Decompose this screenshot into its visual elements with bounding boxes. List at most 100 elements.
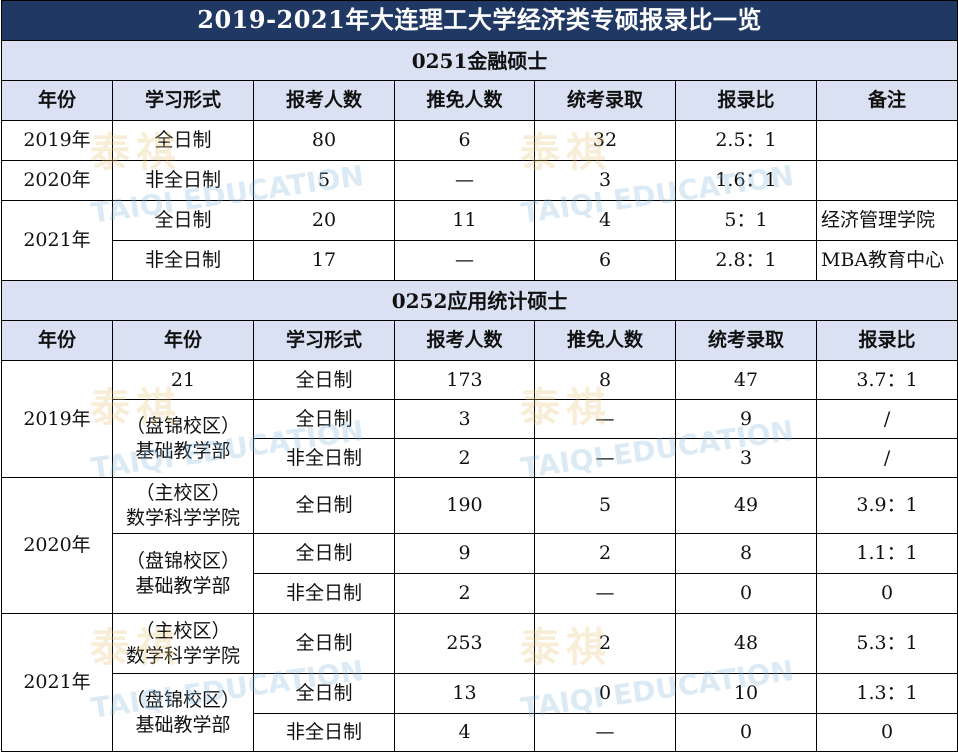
- note-cell: [815, 160, 958, 201]
- table-row: （盘锦校区） 基础教学部 全日制 13 0 10 1.3：1: [2, 673, 958, 752]
- ratio-cell: 5.3：1: [815, 613, 958, 674]
- year-cell: 2019年: [1, 360, 113, 478]
- dept-cell: 21: [112, 360, 254, 400]
- dept-cell: （主校区） 数学科学学院: [112, 477, 254, 534]
- exempt-cell: 6: [394, 120, 535, 161]
- column-header: 报考人数: [394, 320, 535, 361]
- table-row: 2021年 （主校区） 数学科学学院 全日制 253 2 48 5.3：1: [1, 613, 958, 752]
- exempt-cell: 0: [534, 673, 676, 714]
- admitted-cell: 9: [675, 399, 817, 439]
- applicants-cell: 20: [253, 200, 395, 241]
- table-row: 2020年 非全日制 5 — 3 1.6：1: [1, 160, 958, 201]
- applicants-cell: 173: [394, 360, 535, 400]
- ratio-cell: 1.6：1: [675, 160, 817, 201]
- table-row: 2019年 21 全日制 173 8 47 3.7：1: [1, 360, 958, 478]
- mode-cell: 非全日制: [112, 240, 254, 281]
- applicants-cell: 4: [394, 713, 535, 752]
- table-row: （盘锦校区） 基础教学部 全日制 3 — 9 /: [2, 399, 958, 478]
- table-row: （盘锦校区） 基础教学部 全日制 9 2 8 1.1：1: [2, 533, 958, 614]
- applicants-cell: 2: [394, 438, 535, 478]
- exempt-cell: —: [394, 240, 535, 281]
- admitted-cell: 4: [534, 200, 676, 241]
- exempt-cell: —: [534, 399, 676, 439]
- applicants-cell: 13: [394, 673, 535, 714]
- mode-cell: 非全日制: [253, 573, 395, 614]
- mode-cell: 全日制: [112, 120, 254, 161]
- table-row: 2020年 （主校区） 数学科学学院 全日制 190 5 49 3.9：1: [1, 477, 958, 614]
- table-row: 非全日制 2 — 3 /: [2, 438, 958, 478]
- ratio-cell: 1.1：1: [815, 533, 958, 574]
- column-header: 推免人数: [534, 320, 676, 361]
- dept-text: （盘锦校区） 基础教学部: [125, 414, 240, 462]
- applicants-cell: 80: [253, 120, 395, 161]
- column-header: 年份: [1, 80, 113, 121]
- note-cell: [815, 120, 958, 161]
- mode-cell: 非全日制: [253, 438, 395, 478]
- ratio-cell: 0: [815, 573, 958, 614]
- ratio-cell: 0: [815, 713, 958, 752]
- column-header: 报录比: [675, 80, 817, 121]
- admitted-cell: 0: [675, 713, 817, 752]
- ratio-cell: 5：1: [675, 200, 817, 241]
- exempt-cell: 2: [534, 533, 676, 574]
- mode-cell: 全日制: [253, 673, 395, 714]
- note-cell: 经济管理学院: [815, 200, 958, 241]
- table-row: 非全日制 2 — 0 0: [2, 573, 958, 614]
- admitted-cell: 49: [675, 477, 817, 534]
- mode-cell: 全日制: [112, 200, 254, 241]
- exempt-cell: —: [534, 438, 676, 478]
- year-cell: 2021年: [1, 613, 113, 752]
- mode-cell: 全日制: [253, 477, 395, 534]
- note-cell: MBA教育中心: [815, 240, 958, 281]
- table-row: 非全日制 17 — 6 2.8：1 MBA教育中心: [2, 240, 958, 281]
- dept-text: （主校区） 数学科学学院: [125, 619, 240, 667]
- ratio-cell: 2.8：1: [675, 240, 817, 281]
- column-header: 年份: [112, 320, 254, 361]
- applicants-cell: 253: [394, 613, 535, 674]
- ratio-cell: 3.9：1: [815, 477, 958, 534]
- page-title: 2019-2021年大连理工大学经济类专硕报录比一览: [0, 0, 958, 41]
- exempt-cell: 2: [534, 613, 676, 674]
- applicants-cell: 17: [253, 240, 395, 281]
- ratio-cell: /: [815, 399, 958, 439]
- admitted-cell: 0: [675, 573, 817, 614]
- admitted-cell: 8: [675, 533, 817, 574]
- column-header: 推免人数: [394, 80, 535, 121]
- exempt-cell: 5: [534, 477, 676, 534]
- dept-text: （盘锦校区） 基础教学部: [125, 549, 240, 597]
- dept-cell: （盘锦校区） 基础教学部: [112, 673, 254, 752]
- dept-text: （主校区） 数学科学学院: [125, 481, 240, 529]
- admitted-cell: 3: [534, 160, 676, 201]
- applicants-cell: 2: [394, 573, 535, 614]
- year-cell: 2020年: [1, 160, 113, 201]
- applicants-cell: 3: [394, 399, 535, 439]
- applicants-cell: 5: [253, 160, 395, 201]
- ratio-cell: /: [815, 438, 958, 478]
- column-header: 年份: [1, 320, 113, 361]
- ratio-cell: 1.3：1: [815, 673, 958, 714]
- stats-header-row: 年份 年份 学习形式 报考人数 推免人数 统考录取 报录比: [1, 320, 958, 361]
- column-header: 报录比: [815, 320, 958, 361]
- admitted-cell: 10: [675, 673, 817, 714]
- column-header: 统考录取: [675, 320, 817, 361]
- admitted-cell: 32: [534, 120, 676, 161]
- column-header: 报考人数: [253, 80, 395, 121]
- ratio-cell: 3.7：1: [815, 360, 958, 400]
- year-cell: 2021年: [1, 200, 113, 281]
- dept-text: （盘锦校区） 基础教学部: [125, 688, 240, 736]
- exempt-cell: —: [534, 573, 676, 614]
- column-header: 统考录取: [534, 80, 676, 121]
- admitted-cell: 3: [675, 438, 817, 478]
- admitted-cell: 47: [675, 360, 817, 400]
- dept-cell: （盘锦校区） 基础教学部: [112, 533, 254, 614]
- admitted-cell: 48: [675, 613, 817, 674]
- exempt-cell: 11: [394, 200, 535, 241]
- dept-cell: （盘锦校区） 基础教学部: [112, 399, 254, 478]
- column-header: 备注: [815, 80, 958, 121]
- ratio-cell: 2.5：1: [675, 120, 817, 161]
- table-row: 2021年 全日制 20 11 4 5：1 经济管理学院: [1, 200, 958, 281]
- mode-cell: 非全日制: [112, 160, 254, 201]
- applicants-cell: 190: [394, 477, 535, 534]
- mode-cell: 全日制: [253, 360, 395, 400]
